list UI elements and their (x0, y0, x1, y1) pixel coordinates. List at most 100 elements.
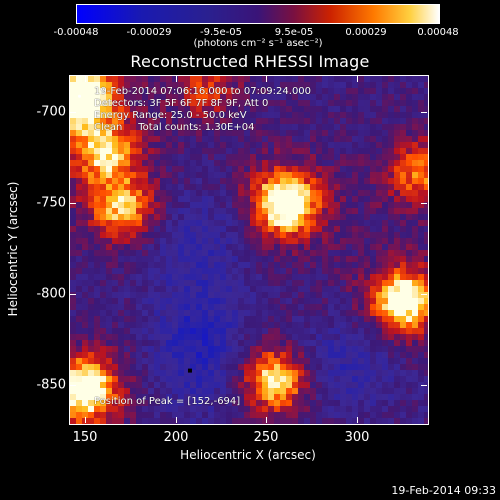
heatmap-cell (82, 304, 88, 310)
heatmap-cell (88, 238, 94, 244)
heatmap-cell (382, 232, 388, 238)
heatmap-cell (214, 154, 220, 160)
heatmap-cell (172, 256, 178, 262)
heatmap-cell (394, 274, 400, 280)
heatmap-cell (220, 190, 226, 196)
heatmap-cell (340, 166, 346, 172)
heatmap-cell (154, 88, 160, 94)
heatmap-cell (388, 202, 394, 208)
heatmap-cell (160, 280, 166, 286)
heatmap-cell (370, 190, 376, 196)
heatmap-cell (94, 142, 100, 148)
heatmap-cell (298, 94, 304, 100)
heatmap-cell (322, 352, 328, 358)
heatmap-cell (106, 100, 112, 106)
heatmap-cell (100, 100, 106, 106)
heatmap-cell (100, 412, 106, 418)
heatmap-cell (412, 94, 418, 100)
heatmap-cell (286, 406, 292, 412)
heatmap-cell (358, 118, 364, 124)
heatmap-cell (208, 208, 214, 214)
y-tick-mark-right (421, 294, 427, 295)
heatmap-cell (424, 112, 428, 118)
heatmap-cell (226, 334, 232, 340)
heatmap-cell (334, 100, 340, 106)
heatmap-cell (394, 388, 400, 394)
heatmap-cell (400, 280, 406, 286)
heatmap-cell (304, 130, 310, 136)
heatmap-cell (268, 82, 274, 88)
heatmap-cell (310, 364, 316, 370)
heatmap-cell (172, 406, 178, 412)
heatmap-cell (166, 148, 172, 154)
heatmap-cell (298, 142, 304, 148)
heatmap-cell (304, 268, 310, 274)
heatmap-cell (256, 280, 262, 286)
heatmap-cell (220, 148, 226, 154)
heatmap-cell (184, 112, 190, 118)
heatmap-cell (352, 388, 358, 394)
heatmap-cell (238, 394, 244, 400)
heatmap-cell (166, 280, 172, 286)
heatmap-cell (100, 160, 106, 166)
heatmap-cell (106, 304, 112, 310)
heatmap-cell (70, 166, 76, 172)
heatmap-cell (154, 328, 160, 334)
heatmap-cell (124, 268, 130, 274)
heatmap-cell (154, 382, 160, 388)
heatmap-cell (178, 232, 184, 238)
heatmap-cell (76, 346, 82, 352)
heatmap-cell (190, 214, 196, 220)
heatmap-cell (160, 148, 166, 154)
heatmap-cell (166, 322, 172, 328)
heatmap-cell (388, 94, 394, 100)
heatmap-cell (304, 310, 310, 316)
heatmap-cell (118, 316, 124, 322)
colorbar-tick-1: -0.00048 (53, 27, 99, 38)
heatmap-cell (130, 190, 136, 196)
heatmap-cell (142, 244, 148, 250)
heatmap-cell (256, 136, 262, 142)
heatmap-cell (184, 364, 190, 370)
heatmap-cell (130, 142, 136, 148)
heatmap-cell (82, 394, 88, 400)
heatmap-cell (400, 298, 406, 304)
heatmap-cell (136, 82, 142, 88)
heatmap-cell (70, 208, 76, 214)
heatmap-cell (166, 340, 172, 346)
heatmap-cell (106, 406, 112, 412)
y-tick-mark (70, 385, 76, 386)
heatmap-cell (322, 202, 328, 208)
heatmap-cell (256, 166, 262, 172)
heatmap-cell (208, 250, 214, 256)
heatmap-cell (160, 370, 166, 376)
heatmap-cell (172, 178, 178, 184)
heatmap-cell (268, 118, 274, 124)
heatmap-cell (214, 406, 220, 412)
heatmap-cell (406, 76, 412, 82)
heatmap-cell (250, 328, 256, 334)
heatmap-cell (76, 370, 82, 376)
heatmap-cell (304, 298, 310, 304)
heatmap-cell (196, 166, 202, 172)
heatmap-cell (130, 334, 136, 340)
heatmap-cell (136, 400, 142, 406)
heatmap-cell (130, 154, 136, 160)
heatmap-cell (376, 94, 382, 100)
heatmap-cell (400, 82, 406, 88)
heatmap-cell (256, 316, 262, 322)
heatmap-cell (88, 226, 94, 232)
heatmap-cell (160, 250, 166, 256)
heatmap-cell (274, 280, 280, 286)
heatmap-cell (202, 364, 208, 370)
heatmap-cell (112, 418, 118, 424)
heatmap-cell (178, 364, 184, 370)
heatmap-cell (166, 406, 172, 412)
heatmap-cell (124, 376, 130, 382)
heatmap-cell (106, 178, 112, 184)
heatmap-cell (280, 76, 286, 82)
heatmap-cell (418, 256, 424, 262)
heatmap-cell (106, 88, 112, 94)
heatmap-cell (370, 316, 376, 322)
heatmap-cell (124, 406, 130, 412)
